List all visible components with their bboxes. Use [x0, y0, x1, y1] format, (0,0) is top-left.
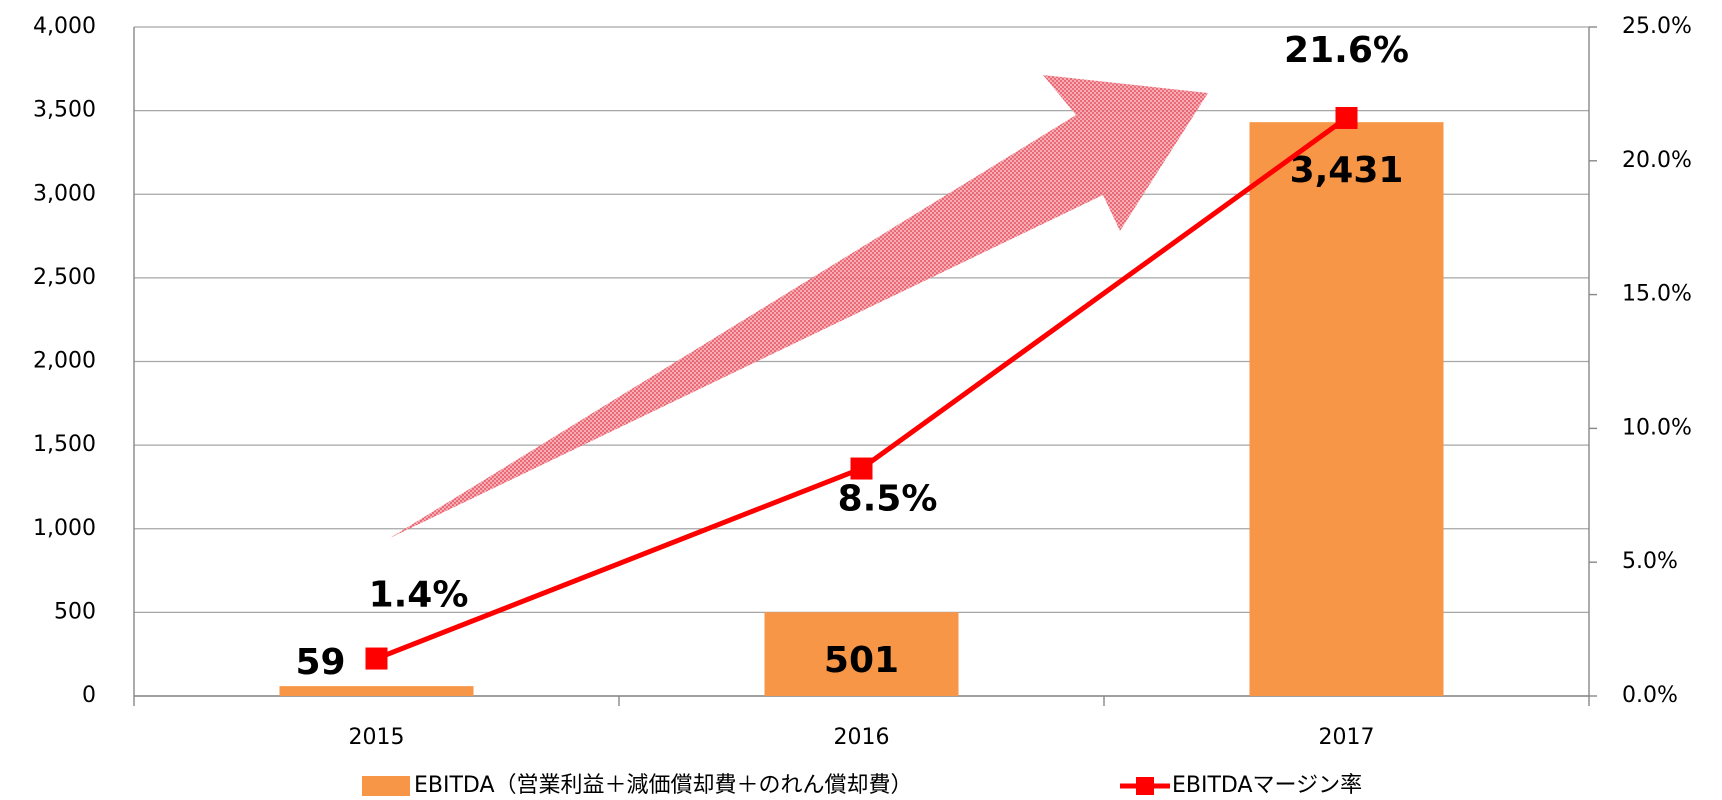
- bar-value-label: 59: [295, 642, 345, 683]
- y-tick-label: 4,000: [33, 14, 96, 39]
- legend-label: EBITDA（営業利益＋減価償却費＋のれん償却費）: [414, 773, 913, 798]
- line-value-label: 1.4%: [369, 575, 469, 616]
- y-tick-label: 500: [54, 599, 96, 624]
- legend-label: EBITDAマージン率: [1172, 773, 1362, 798]
- y-tick-label: 2,000: [33, 349, 96, 374]
- line-marker: [365, 647, 388, 670]
- y2-tick-label: 0.0%: [1622, 683, 1678, 708]
- y2-tick-label: 15.0%: [1622, 282, 1692, 307]
- bar: [764, 612, 959, 696]
- legend-swatch: [362, 776, 410, 796]
- line-marker: [850, 457, 873, 480]
- bar: [279, 686, 474, 696]
- y2-tick-label: 25.0%: [1622, 14, 1692, 39]
- line-value-label: 8.5%: [838, 479, 938, 520]
- y-tick-label: 3,000: [33, 181, 96, 206]
- bar-value-label: 3,431: [1290, 150, 1404, 191]
- y-tick-label: 3,500: [33, 98, 96, 123]
- y-tick-label: 1,000: [33, 516, 96, 541]
- y2-tick-label: 20.0%: [1622, 148, 1692, 173]
- x-tick-label: 2016: [834, 725, 890, 750]
- y-tick-label: 2,500: [33, 265, 96, 290]
- x-tick-label: 2017: [1319, 725, 1375, 750]
- x-tick-label: 2015: [349, 725, 405, 750]
- y2-tick-label: 5.0%: [1622, 549, 1678, 574]
- line: [375, 115, 1348, 661]
- line-marker: [1335, 106, 1358, 129]
- y2-tick-label: 10.0%: [1622, 415, 1692, 440]
- bar: [1249, 122, 1444, 696]
- y-tick-label: 0: [82, 683, 96, 708]
- legend-swatch: [1136, 777, 1154, 795]
- y-tick-label: 1,500: [33, 432, 96, 457]
- bar-value-label: 501: [824, 640, 899, 681]
- line-value-label: 21.6%: [1284, 30, 1409, 71]
- decorative-arrow: [390, 75, 1208, 538]
